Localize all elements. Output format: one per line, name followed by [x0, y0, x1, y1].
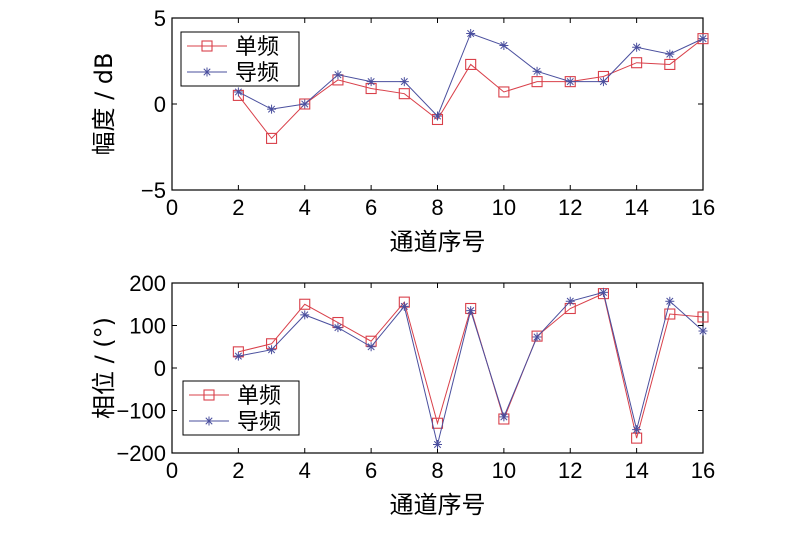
series-line	[237, 38, 704, 140]
legend-item: 单频	[187, 35, 279, 60]
x-tick-label: 10	[492, 195, 516, 220]
x-tick-label: 12	[558, 195, 582, 220]
y-tick-label: 0	[154, 92, 166, 117]
x-tick-label: 16	[691, 458, 715, 483]
x-tick-label: 4	[299, 458, 311, 483]
x-tick-label: 10	[492, 458, 516, 483]
y-tick-label: −100	[116, 399, 166, 424]
data-point-square	[531, 76, 543, 88]
legend-box	[180, 31, 300, 87]
series-single-freq	[232, 33, 709, 144]
data-point-asterisk	[698, 326, 708, 336]
data-point-square	[498, 86, 510, 98]
data-point-square	[664, 308, 676, 320]
x-tick-label: 12	[558, 458, 582, 483]
data-point-asterisk	[202, 67, 212, 77]
x-tick-label: 2	[232, 195, 244, 220]
data-point-asterisk	[532, 66, 542, 76]
y-tick-label: 5	[154, 6, 166, 31]
data-point-asterisk	[532, 332, 542, 342]
data-point-asterisk	[698, 34, 708, 44]
data-point-asterisk	[499, 41, 509, 51]
data-point-asterisk	[267, 104, 277, 114]
data-point-square	[398, 88, 410, 100]
data-point-square	[299, 98, 311, 110]
data-point-asterisk	[565, 77, 575, 87]
data-point-asterisk	[333, 70, 343, 80]
data-point-asterisk	[632, 42, 642, 52]
data-point-asterisk	[466, 28, 476, 38]
data-point-square	[266, 132, 278, 144]
y-tick-label: −200	[116, 441, 166, 466]
series-pilot	[233, 287, 708, 449]
x-tick-label: 2	[232, 458, 244, 483]
data-point-square	[631, 57, 643, 69]
x-tick-label: 0	[166, 195, 178, 220]
data-point-asterisk	[433, 440, 442, 449]
series-pilot	[233, 28, 708, 121]
data-point-square	[201, 40, 213, 52]
x-tick-label: 4	[299, 195, 311, 220]
y-axis-label: 幅度 / dB	[90, 52, 118, 155]
data-point-square	[664, 58, 676, 70]
legend-item: 导频	[187, 61, 279, 86]
data-point-asterisk	[366, 77, 376, 87]
data-point-asterisk	[300, 99, 310, 109]
data-point-asterisk	[665, 49, 675, 59]
data-point-asterisk	[598, 287, 608, 297]
data-point-asterisk	[233, 87, 243, 97]
x-tick-label: 16	[691, 195, 715, 220]
data-point-square	[465, 58, 477, 70]
x-tick-label: 8	[431, 195, 443, 220]
data-point-square	[299, 298, 311, 310]
chart-panel-2: 0 2 4 6 8 10 12 14 16 −200 −100 0 100 200 通道序号 相位 / (°)…	[90, 271, 715, 519]
data-point-asterisk	[366, 342, 376, 352]
legend-label: 单频	[235, 35, 279, 60]
data-point-asterisk	[665, 296, 675, 306]
legend-label: 单频	[237, 384, 281, 409]
data-point-asterisk	[598, 77, 608, 87]
x-tick-label: 6	[365, 458, 377, 483]
x-axis-label: 通道序号	[390, 228, 486, 256]
x-tick-label: 14	[624, 458, 648, 483]
data-point-asterisk	[300, 310, 310, 320]
legend-item: 导频	[189, 410, 281, 435]
y-tick-label: 100	[129, 314, 166, 339]
data-point-asterisk	[565, 296, 575, 306]
data-point-asterisk	[499, 412, 509, 422]
data-point-square	[697, 311, 709, 323]
x-tick-label: 8	[431, 458, 443, 483]
data-point-asterisk	[204, 416, 214, 426]
data-point-square	[203, 389, 215, 401]
x-axis-label: 通道序号	[390, 491, 486, 519]
legend-label: 导频	[237, 410, 281, 435]
y-tick-label: 0	[154, 356, 166, 381]
legend-label: 导频	[235, 61, 279, 86]
legend-box	[182, 380, 300, 436]
legend-item: 单频	[189, 384, 281, 409]
data-point-asterisk	[466, 306, 476, 316]
data-point-square	[697, 33, 709, 45]
y-tick-label: 200	[129, 271, 166, 296]
x-tick-label: 0	[166, 458, 178, 483]
data-point-asterisk	[333, 323, 343, 333]
data-point-asterisk	[632, 425, 642, 435]
data-point-asterisk	[233, 351, 243, 361]
y-tick-label: −5	[141, 178, 166, 203]
data-point-asterisk	[433, 111, 442, 121]
data-point-asterisk	[399, 77, 409, 87]
y-axis-label: 相位 / (°)	[90, 317, 118, 419]
x-tick-label: 14	[624, 195, 648, 220]
x-tick-label: 6	[365, 195, 377, 220]
data-point-asterisk	[267, 345, 277, 355]
data-point-asterisk	[399, 301, 409, 311]
